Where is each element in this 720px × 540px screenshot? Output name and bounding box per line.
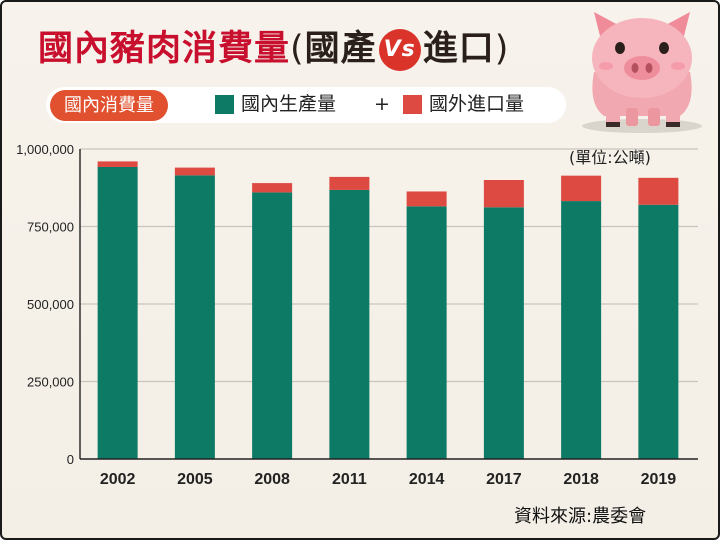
bar-import-2011 xyxy=(329,176,370,190)
bar-domestic-2005 xyxy=(174,175,215,459)
bar-import-2002 xyxy=(97,161,138,167)
chart-title: 國內豬肉消費量(國產 Vs 進口) xyxy=(38,20,509,71)
legend-label-import: 國外進口量 xyxy=(429,93,525,115)
bar-import-2017 xyxy=(483,180,524,208)
bar-import-2019 xyxy=(638,177,679,205)
title-part3: 進口 xyxy=(422,29,495,69)
consumption-pill: 國內消費量 xyxy=(50,90,168,121)
x-tick-label: 2014 xyxy=(409,471,445,488)
bar-domestic-2011 xyxy=(329,189,370,460)
unit-label: (單位:公噸) xyxy=(569,148,651,167)
bars-layer xyxy=(97,161,679,460)
x-tick-label: 2019 xyxy=(641,471,677,488)
y-tick-label: 750,000 xyxy=(27,220,74,235)
bar-domestic-2019 xyxy=(638,204,679,459)
grid-layer xyxy=(80,148,698,383)
y-tick-label: 0 xyxy=(67,452,74,467)
bar-import-2014 xyxy=(406,191,447,207)
bar-domestic-2017 xyxy=(483,207,524,459)
title-open-paren: ( xyxy=(290,29,305,69)
y-tick-label: 250,000 xyxy=(27,375,74,390)
title-part2: 國產 xyxy=(304,29,377,69)
title-part1: 國內豬肉消費量 xyxy=(38,29,291,69)
vs-badge: Vs xyxy=(378,29,421,71)
legend-swatch-domestic xyxy=(215,95,234,114)
bar-domestic-2018 xyxy=(561,201,602,459)
x-tick-label: 2002 xyxy=(100,471,136,488)
legend-plus: + xyxy=(374,93,390,115)
y-tick-label: 1,000,000 xyxy=(16,142,74,157)
axis-layer: 0 250,000 500,000 750,000 1,000,000 2002 2005 2… xyxy=(16,142,698,488)
x-tick-label: 2011 xyxy=(332,471,367,488)
bar-domestic-2002 xyxy=(97,166,138,460)
x-tick-label: 2008 xyxy=(254,471,290,488)
bar-domestic-2008 xyxy=(252,192,293,459)
x-tick-label: 2005 xyxy=(177,471,213,488)
legend-swatch-import xyxy=(403,95,422,114)
bar-import-2008 xyxy=(252,183,293,193)
pig-icon xyxy=(582,12,702,133)
title-close-paren: ) xyxy=(494,29,510,69)
legend-label-domestic: 國內生產量 xyxy=(241,93,337,115)
y-tick-label: 500,000 xyxy=(27,297,74,312)
bar-import-2005 xyxy=(174,167,215,176)
source-note: 資料來源:農委會 xyxy=(514,506,647,527)
x-tick-label: 2018 xyxy=(563,471,599,488)
bar-import-2018 xyxy=(561,175,602,202)
x-tick-label: 2017 xyxy=(486,471,522,488)
bar-domestic-2014 xyxy=(406,206,447,459)
